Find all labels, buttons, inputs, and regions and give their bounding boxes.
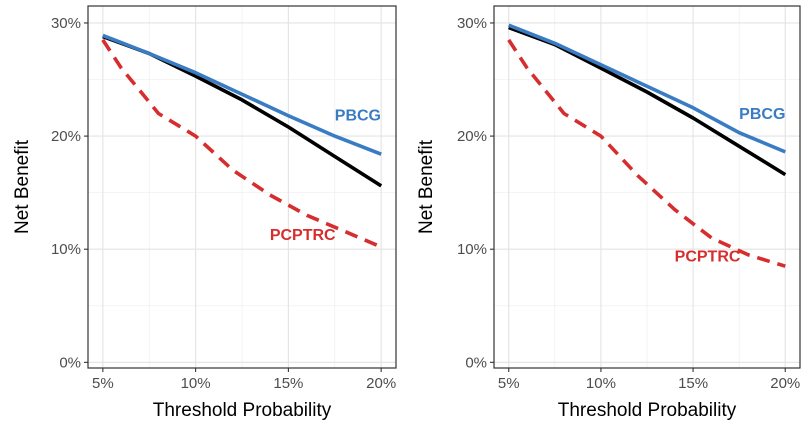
series-line-pcptrc [101,38,382,249]
y-tick-label: 10% [51,241,81,258]
y-tick-label: 0% [59,354,81,371]
y-tick-label: 0% [465,354,487,371]
chart-panel-2: 5% 10% 15% 20% 0% 10% 20% 30% Threshold Probabil… [416,5,801,421]
y-tick-label: 20% [457,128,487,145]
series-label-pbcg: PBCG [739,106,785,123]
x-tick-label: 20% [770,375,800,392]
y-tick-label: 20% [51,128,81,145]
x-tick-label: 5% [498,375,520,392]
x-tick-label: 15% [273,375,303,392]
chart-panel-1: 5% 10% 15% 20% 0% 10% 20% 30% Threshold Probabil… [12,5,397,421]
panel-border [493,5,801,369]
series-line-pbcg [508,23,786,154]
series-label-pcptrc: PCPTRC [270,227,336,244]
x-tick-label: 5% [92,375,114,392]
x-tick-label: 10% [181,375,211,392]
x-tick-label: 15% [678,375,708,392]
series-line-pcptrc [507,38,786,268]
x-axis-title: Threshold Probability [558,400,737,421]
series-line-pbcg [102,33,382,156]
y-tick-label: 30% [51,15,81,32]
panel-border [87,5,397,369]
series-label-pbcg: PBCG [335,107,381,124]
y-tick-label: 10% [457,241,487,258]
y-tick-label: 30% [457,15,487,32]
x-tick-label: 10% [586,375,616,392]
x-axis-title: Threshold Probability [153,400,332,421]
x-tick-label: 20% [366,375,396,392]
series-label-pcptrc: PCPTRC [675,249,741,266]
y-axis-title: Net Benefit [12,139,33,234]
y-axis-title: Net Benefit [416,139,437,234]
